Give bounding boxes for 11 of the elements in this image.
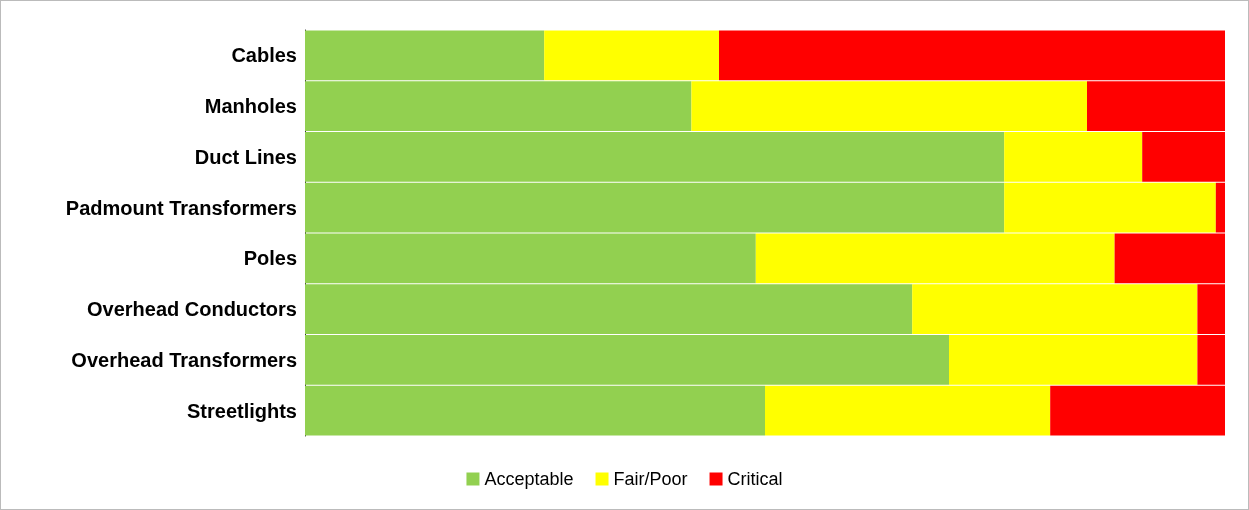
legend-label: Critical: [727, 469, 783, 489]
y-tick-label: Poles: [243, 247, 297, 270]
legend-label: Fair/Poor: [613, 469, 688, 489]
y-tick-label: Manholes: [204, 95, 297, 118]
y-tick-label: Overhead Conductors: [86, 298, 297, 321]
y-tick-label: Padmount Transformers: [65, 196, 297, 219]
y-tick-label: Streetlights: [186, 399, 297, 422]
y-tick-label: Overhead Transformers: [71, 348, 297, 371]
legend-label: Acceptable: [484, 469, 574, 489]
y-tick-label: Duct Lines: [194, 145, 297, 168]
y-tick-label: Cables: [231, 44, 297, 67]
